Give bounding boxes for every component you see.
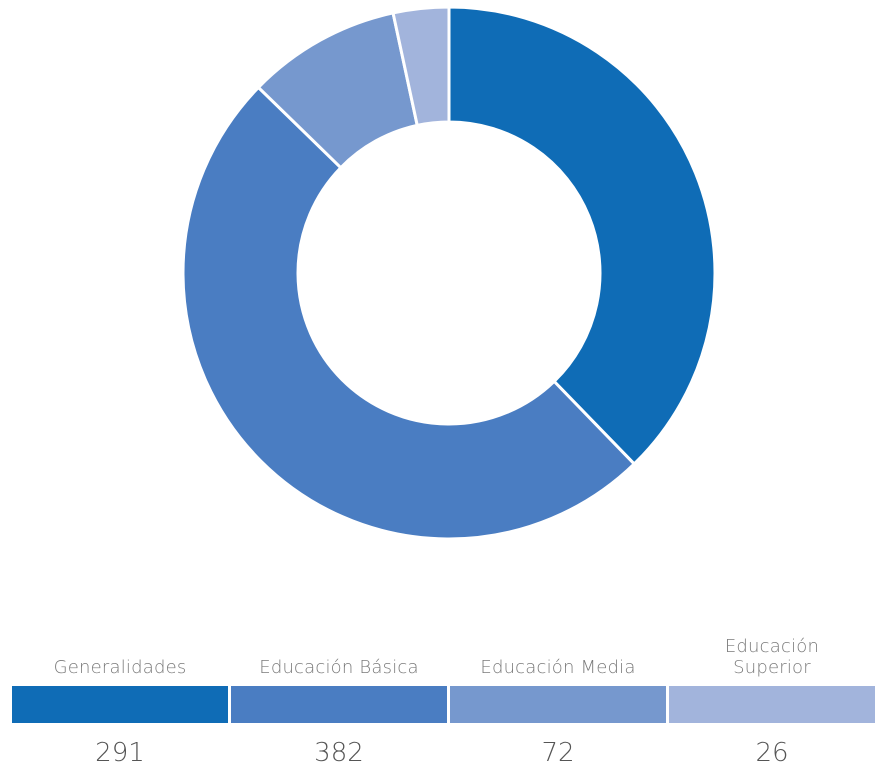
donut-slice-educacion-basica bbox=[181, 85, 637, 541]
legend-item-educacion-basica: Educación Básica 382 bbox=[231, 620, 447, 779]
legend-item-generalidades: Generalidades 291 bbox=[12, 620, 228, 779]
legend-item-educacion-media: Educación Media 72 bbox=[450, 620, 666, 779]
legend-value: 382 bbox=[314, 738, 364, 768]
legend-swatch bbox=[231, 686, 447, 723]
legend-item-educacion-superior: Educación Superior 26 bbox=[669, 620, 875, 779]
legend-label: Generalidades bbox=[53, 657, 187, 678]
legend-swatch bbox=[669, 686, 875, 723]
legend-label: Educación Básica bbox=[259, 657, 419, 678]
donut-slices bbox=[181, 5, 717, 541]
legend-value: 291 bbox=[95, 738, 145, 768]
legend: Generalidades 291 Educación Básica 382 E… bbox=[12, 620, 875, 779]
legend-value: 72 bbox=[541, 738, 575, 768]
donut-slice-generalidades bbox=[447, 5, 717, 467]
legend-swatch bbox=[450, 686, 666, 723]
donut-slice-educacion-superior bbox=[391, 5, 451, 128]
legend-value: 26 bbox=[755, 738, 789, 768]
donut-chart bbox=[181, 5, 717, 541]
legend-label: Educación Media bbox=[480, 657, 636, 678]
legend-label: Educación Superior bbox=[724, 636, 820, 678]
legend-swatch bbox=[12, 686, 228, 723]
